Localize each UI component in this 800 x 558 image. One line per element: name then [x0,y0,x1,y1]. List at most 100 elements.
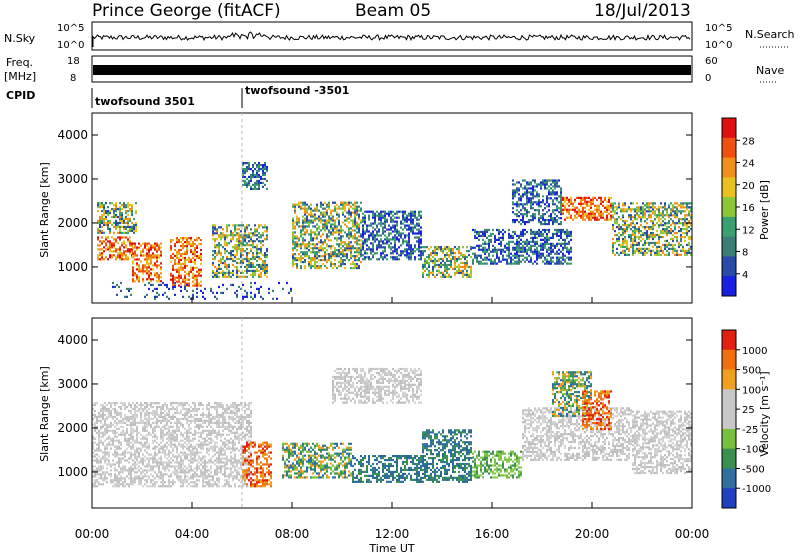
power-cell [546,181,548,183]
power-cell [292,243,294,245]
power-cell [136,264,138,266]
power-cell [344,223,346,225]
power-cell [312,219,314,221]
power-cell [492,245,494,247]
power-cell [250,188,252,190]
power-cell [368,234,370,236]
power-cell [610,215,612,217]
power-cell [127,238,129,240]
power-cell [344,249,346,251]
power-cell [550,257,552,259]
power-cell [138,258,140,260]
power-cell [354,263,356,265]
power-cell [514,183,516,185]
power-cell [664,232,666,234]
power-cell [123,220,125,222]
power-cell [382,252,384,254]
power-cell [336,243,338,245]
power-cell [372,232,374,234]
power-cell [119,254,121,256]
velocity-cell [144,479,146,481]
power-cell [536,241,538,243]
power-cell [188,243,190,245]
power-cell [304,267,306,269]
power-cell [442,272,444,274]
power-cell [117,224,119,226]
power-cell [350,247,352,249]
power-cell [516,203,518,205]
power-cell [123,206,125,208]
power-cell [464,264,466,266]
velocity-cell [94,424,96,426]
power-cell [432,262,434,264]
power-cell [600,213,602,215]
power-cell [424,262,426,264]
power-cell [654,206,656,208]
power-cell [258,288,260,290]
power-cell [528,243,530,245]
power-cell [248,224,250,226]
power-cell [107,228,109,230]
power-cell [668,254,670,256]
power-cell [326,267,328,269]
power-cell [194,275,196,277]
power-cell [248,164,250,166]
power-cell [126,288,128,290]
power-cell [466,272,468,274]
power-cell [530,251,532,253]
power-cell [218,226,220,228]
power-cell [334,225,336,227]
power-cell [182,267,184,269]
power-cell [430,246,432,248]
power-cell [354,219,356,221]
power-cell [688,214,690,216]
power-cell [612,204,614,206]
power-cell [103,250,105,252]
power-cell [320,249,322,251]
power-cell [330,225,332,227]
power-cell [516,235,518,237]
power-cell [292,239,294,241]
power-cell [662,210,664,212]
power-cell [560,235,562,237]
power-cell [502,229,504,231]
power-cell [438,246,440,248]
power-cell [578,203,580,205]
power-cell [388,234,390,236]
power-cell [320,206,322,208]
power-cell [488,241,490,243]
power-cell [488,253,490,255]
power-cell [524,187,526,189]
power-cell [414,224,416,226]
power-cell [354,221,356,223]
power-cell [548,205,550,207]
power-cell [132,256,134,258]
power-cell [107,258,109,260]
power-cell [322,213,324,215]
power-cell [150,278,152,280]
power-cell [378,258,380,260]
power-cell [606,217,608,219]
power-cell [348,208,350,210]
power-cell [334,249,336,251]
power-cell [109,246,111,248]
power-cell [582,215,584,217]
power-cell [378,234,380,236]
power-cell [322,263,324,265]
power-cell [518,245,520,247]
velocity-cell [114,440,116,442]
power-cell [614,218,616,220]
power-cell [342,251,344,253]
velocity-cell [106,446,108,448]
power-cell [640,230,642,232]
power-cell [460,258,462,260]
power-cell [656,252,658,254]
power-cell [330,257,332,259]
power-cell [518,221,520,223]
power-cell [420,240,422,242]
power-cell [352,208,354,210]
power-cell [470,246,472,248]
power-cell [374,228,376,230]
power-cell [678,230,680,232]
power-cell [322,208,324,210]
